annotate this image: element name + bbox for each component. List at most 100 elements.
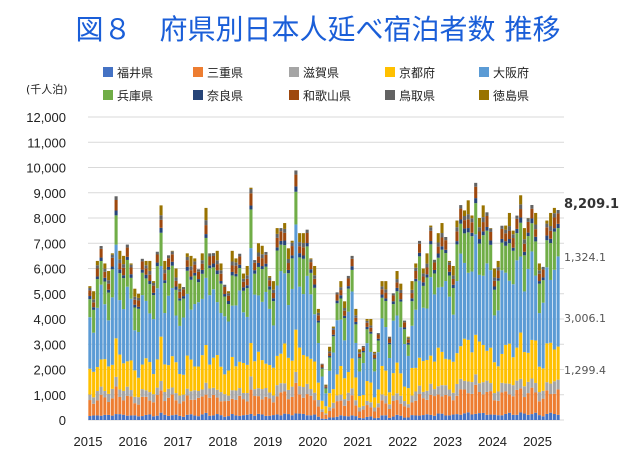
bar-stack: [133, 288, 137, 420]
bar-stack: [148, 260, 152, 420]
bar-segment: [313, 275, 317, 279]
bar-segment: [399, 301, 403, 328]
bar-segment: [144, 390, 148, 397]
bar-segment: [122, 267, 126, 276]
bar-segment: [391, 293, 395, 296]
bar-segment: [324, 418, 328, 420]
bar-segment: [343, 340, 347, 379]
bar-segment: [215, 260, 219, 265]
bar-segment: [92, 307, 96, 310]
bar-segment: [219, 392, 223, 402]
bar-segment: [410, 298, 414, 302]
bar-segment: [436, 257, 440, 288]
bar-segment: [504, 241, 508, 246]
bar-segment: [444, 253, 448, 282]
legend-swatch: [385, 67, 395, 77]
bar-segment: [369, 351, 373, 383]
bar-segment: [148, 414, 152, 420]
bar-segment: [534, 340, 538, 383]
bar-segment: [391, 400, 395, 417]
bar-segment: [496, 415, 500, 420]
bar-segment: [144, 278, 148, 301]
bar-segment: [324, 385, 328, 387]
bar-segment: [103, 304, 107, 360]
bar-segment: [545, 390, 549, 414]
bar-segment: [125, 415, 129, 420]
bar-segment: [275, 414, 279, 420]
bar-segment: [339, 281, 343, 288]
bar-segment: [425, 277, 429, 309]
bar-segment: [125, 244, 129, 248]
bar-segment: [343, 307, 347, 311]
bar-segment: [403, 417, 407, 420]
bar-segment: [286, 399, 290, 415]
bar-segment: [219, 415, 223, 420]
bar-segment: [451, 314, 455, 362]
bar-segment: [226, 370, 231, 396]
bar-segment: [283, 245, 287, 274]
bar-segment: [481, 222, 485, 232]
bar-segment: [301, 413, 305, 420]
bar-segment: [279, 240, 283, 245]
bar-segment: [320, 376, 324, 401]
bar-segment: [346, 286, 350, 289]
bar-segment: [238, 264, 242, 269]
bar-stack: [230, 250, 234, 420]
legend-label: 鳥取県: [399, 88, 435, 103]
bar-segment: [410, 289, 414, 294]
bar-segment: [110, 415, 114, 420]
x-tick-label: 2015: [74, 434, 103, 449]
bar-segment: [268, 365, 272, 393]
bar-segment: [477, 383, 481, 393]
bar-segment: [474, 413, 478, 420]
bar-segment: [103, 414, 107, 420]
bar-segment: [320, 364, 324, 368]
bar-segment: [219, 401, 223, 416]
bar-segment: [204, 345, 208, 383]
bar-segment: [549, 279, 553, 343]
bar-segment: [489, 228, 493, 232]
bar-segment: [380, 400, 384, 416]
bar-segment: [346, 311, 350, 373]
bar-segment: [189, 270, 193, 277]
bar-segment: [496, 310, 500, 367]
bar-segment: [534, 236, 538, 242]
bar-segment: [88, 317, 92, 369]
bar-segment: [474, 334, 478, 375]
bar-segment: [549, 230, 553, 239]
bar-segment: [432, 259, 437, 263]
bar-segment: [268, 398, 272, 416]
legend-label: 京都府: [399, 65, 435, 80]
bar-segment: [298, 242, 302, 247]
bar-stack: [140, 258, 144, 420]
bar-segment: [365, 343, 369, 382]
bar-segment: [129, 415, 133, 420]
bar-segment: [534, 241, 538, 276]
bar-segment: [537, 273, 541, 282]
bar-segment: [500, 392, 504, 416]
bar-stack: [271, 281, 275, 420]
bar-stack: [95, 260, 99, 420]
bar-segment: [256, 262, 260, 267]
bar-segment: [414, 278, 418, 282]
bar-segment: [245, 392, 249, 402]
bar-segment: [148, 362, 152, 393]
bar-segment: [380, 415, 384, 420]
bar-segment: [245, 265, 249, 276]
bar-stack: [519, 195, 523, 420]
bar-segment: [534, 382, 538, 393]
bar-segment: [290, 242, 294, 247]
bar-segment: [354, 324, 358, 343]
bar-segment: [343, 378, 347, 400]
bar-segment: [354, 321, 358, 325]
y-tick-label: 5,000: [33, 287, 66, 302]
bar-segment: [399, 292, 403, 300]
bar-segment: [485, 263, 489, 351]
bar-stack: [275, 228, 279, 420]
bar-segment: [384, 300, 388, 328]
bar-stack: [432, 259, 437, 420]
bar-segment: [462, 210, 467, 217]
bar-segment: [376, 338, 380, 341]
bar-segment: [226, 291, 231, 294]
bar-stack: [298, 233, 302, 420]
